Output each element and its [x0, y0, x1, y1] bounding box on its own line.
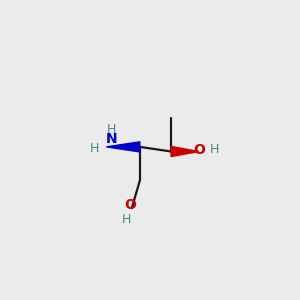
Text: O: O [124, 198, 136, 212]
Text: H: H [121, 213, 131, 226]
Text: H: H [106, 123, 116, 136]
Text: H: H [90, 142, 100, 154]
Text: H: H [210, 143, 219, 156]
Polygon shape [106, 142, 140, 152]
Polygon shape [171, 146, 199, 157]
Text: N: N [105, 132, 117, 146]
Text: O: O [193, 143, 205, 157]
